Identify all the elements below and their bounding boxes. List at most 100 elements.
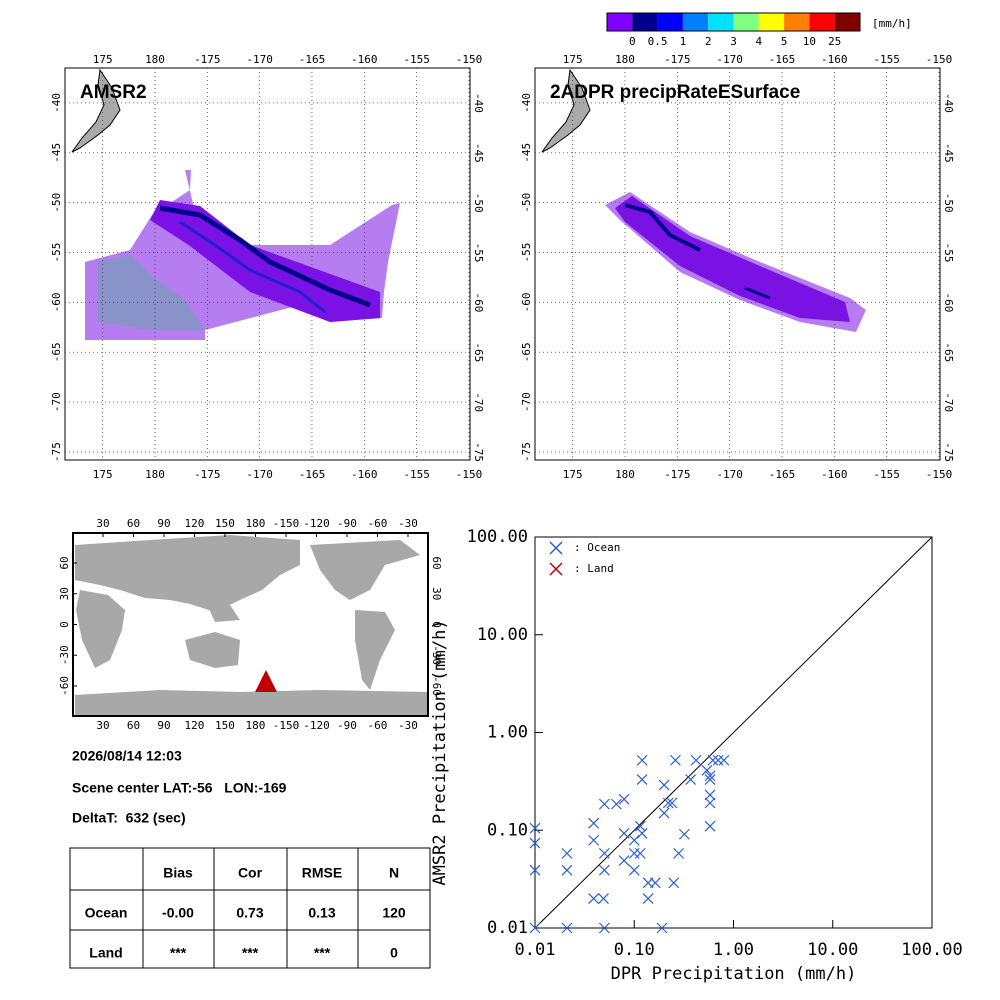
colorbar-swatch xyxy=(809,13,835,31)
map-frame xyxy=(534,67,941,461)
amsr2-swath xyxy=(85,170,400,340)
point xyxy=(690,754,702,766)
x-tick-label: 60 xyxy=(127,719,140,732)
table-cell: -0.00 xyxy=(162,905,194,921)
table-header: RMSE xyxy=(302,865,342,881)
y-tick-label: -60 xyxy=(50,292,63,312)
y-tick-label: -60 xyxy=(520,292,533,312)
colorbar-label: 1 xyxy=(680,35,687,48)
point xyxy=(588,817,600,829)
point xyxy=(628,864,640,876)
y-tick-label: -50 xyxy=(50,193,63,213)
point xyxy=(529,922,541,934)
land xyxy=(541,68,591,153)
x-tick-label: -155 xyxy=(873,53,900,66)
colorbar-label: 2 xyxy=(705,35,712,48)
point xyxy=(588,893,600,904)
colorbar-label: 0.5 xyxy=(648,35,668,48)
x-tick-label: 90 xyxy=(157,517,170,530)
x-tick-label: 175 xyxy=(563,468,583,481)
point xyxy=(634,847,646,859)
y-tick-label: -30 xyxy=(430,645,443,665)
colorbar-swatch xyxy=(784,13,810,31)
x-tick-label: -60 xyxy=(368,719,388,732)
y-tick-label: 60 xyxy=(58,556,71,569)
y-tick-label: 0.10 xyxy=(487,820,528,840)
x-tick-label: -165 xyxy=(299,53,326,66)
legend-label: : Land xyxy=(574,562,614,575)
x-tick-label: 175 xyxy=(563,53,583,66)
colorbar-swatch xyxy=(682,13,709,31)
point xyxy=(707,754,719,766)
point xyxy=(636,827,648,839)
table-cell: 0.73 xyxy=(236,905,263,921)
legend-label: : Ocean xyxy=(574,541,620,554)
table-header: N xyxy=(389,865,399,881)
y-tick-label: -40 xyxy=(472,93,485,113)
y-axis-title: AMSR2 Precipitation (mm/h) xyxy=(430,619,450,885)
scene-center-marker xyxy=(255,670,277,692)
point xyxy=(701,764,713,776)
x-tick-label: -30 xyxy=(398,517,418,530)
y-tick-label: -45 xyxy=(472,143,485,163)
x-tick-label: 30 xyxy=(96,719,109,732)
x-tick-label: -160 xyxy=(821,53,848,66)
point xyxy=(628,847,640,859)
colorbar-swatch xyxy=(834,13,860,31)
point xyxy=(685,774,697,785)
x-tick-label: -150 xyxy=(456,468,483,481)
point xyxy=(673,847,685,859)
colorbar-label: 10 xyxy=(803,35,816,48)
y-tick-label: 30 xyxy=(430,587,443,600)
x-tick-label: -150 xyxy=(926,468,953,481)
x-tick-label: -155 xyxy=(403,53,430,66)
table-cell: 0.13 xyxy=(308,905,335,921)
x-tick-label: -150 xyxy=(273,719,300,732)
colorbar-unit: [mm/h] xyxy=(872,17,912,30)
x-tick-label: -155 xyxy=(873,468,900,481)
x-tick-label: 1.00 xyxy=(713,940,754,960)
point xyxy=(658,779,670,791)
point xyxy=(598,864,610,876)
point xyxy=(618,793,630,805)
x-tick-label: -150 xyxy=(456,53,483,66)
x-tick-label: -175 xyxy=(664,53,691,66)
point xyxy=(529,864,541,876)
y-tick-label: -50 xyxy=(942,193,955,213)
y-tick-label: -65 xyxy=(520,342,533,362)
point xyxy=(628,834,640,846)
x-tick-label: -120 xyxy=(303,719,330,732)
y-tick-label: -65 xyxy=(942,342,955,362)
y-tick-label: 0 xyxy=(58,621,71,628)
point xyxy=(634,820,646,832)
table-header: Cor xyxy=(238,865,263,881)
y-tick-label: -75 xyxy=(942,442,955,462)
y-tick-label: -70 xyxy=(520,392,533,412)
datetime: 2026/08/14 12:03 xyxy=(72,748,182,764)
table-cell: *** xyxy=(170,945,187,961)
colorbar-label: 5 xyxy=(781,35,788,48)
x-tick-label: -175 xyxy=(194,468,221,481)
x-tick-label: 180 xyxy=(145,53,165,66)
colorbar-swatch xyxy=(632,13,658,31)
y-tick-label: 10.00 xyxy=(477,625,528,645)
identity-line xyxy=(534,536,933,929)
colorbar-label: 25 xyxy=(828,35,841,48)
point xyxy=(678,828,690,840)
y-tick-label: -50 xyxy=(472,193,485,213)
y-tick-label: -40 xyxy=(942,93,955,113)
x-tick-label: 180 xyxy=(246,517,266,530)
point xyxy=(561,922,573,934)
point xyxy=(610,798,622,810)
colorbar-swatch xyxy=(733,13,759,31)
y-tick-label: 30 xyxy=(58,587,71,600)
y-tick-label: -60 xyxy=(430,676,443,696)
y-tick-label: -60 xyxy=(472,292,485,312)
x-tick-label: -170 xyxy=(716,468,743,481)
point xyxy=(642,893,654,904)
x-tick-label: -160 xyxy=(351,468,378,481)
dpr-swath xyxy=(605,192,866,332)
point xyxy=(704,820,716,832)
x-tick-label: 180 xyxy=(615,468,635,481)
point xyxy=(666,797,678,809)
